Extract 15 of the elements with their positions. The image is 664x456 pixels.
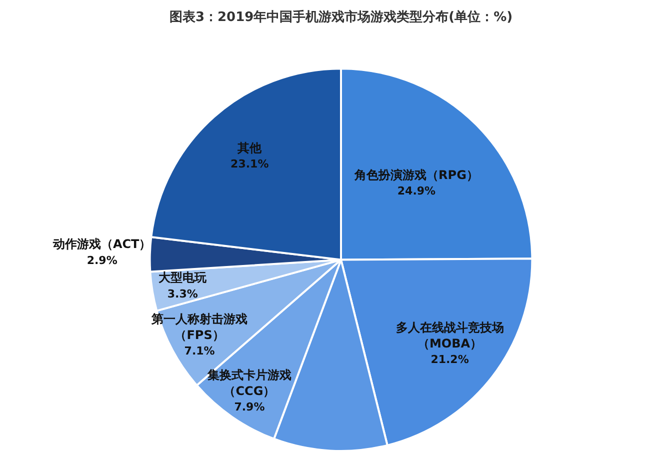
data-label: 23.1% bbox=[230, 158, 269, 171]
data-label: 7.9% bbox=[234, 400, 265, 414]
slice-label: 多人在线战斗竞技场（MOBA） bbox=[396, 320, 504, 350]
chart-title: 图表3：2019年中国手机游戏市场游戏类型分布(单位：%) bbox=[169, 9, 513, 26]
slice-label: 集换式卡片游戏（CCG） bbox=[206, 368, 292, 398]
slice-label: 角色扮演游戏（RPG） bbox=[354, 168, 478, 182]
data-label: 21.2% bbox=[430, 353, 469, 366]
slice-label: 第一人称射击游戏（FPS） bbox=[150, 312, 248, 342]
data-label: 7.1% bbox=[184, 344, 215, 358]
slice-label: 大型电玩 bbox=[158, 270, 208, 285]
data-label: 2.9% bbox=[86, 254, 118, 267]
data-label: 3.3% bbox=[167, 287, 198, 300]
slice-label: 其他 bbox=[236, 140, 263, 155]
slice-label: 动作游戏（ACT） bbox=[52, 237, 152, 252]
data-label: 24.9% bbox=[397, 184, 436, 198]
